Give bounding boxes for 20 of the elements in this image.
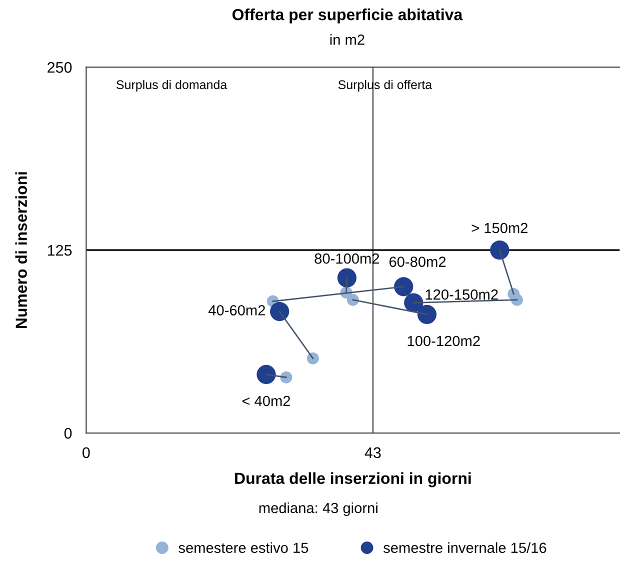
annotation: 100-120m2: [408, 336, 480, 346]
chart-title: Offerta per superficie abitativa: [232, 8, 463, 24]
y-tick-label: 125: [48, 244, 72, 256]
annotation: > 150m2: [472, 222, 528, 234]
annotation: Surplus di offerta: [338, 80, 432, 92]
annotation: 80-100m2: [314, 253, 380, 264]
legend-label: semestere estivo 15: [178, 542, 308, 553]
annotation: 40-60m2: [208, 305, 265, 316]
legend-label: semestre invernale 15/16: [383, 542, 546, 553]
annotation: Surplus di domanda: [116, 80, 228, 92]
x-tick-label: 43: [364, 447, 381, 458]
text: mediana: 43 giorni: [259, 502, 378, 516]
x-axis-title: Durata delle inserzioni in giorni: [235, 472, 471, 488]
y-tick-label: 0: [64, 428, 72, 439]
annotation: 60-80m2: [389, 256, 446, 267]
y-tick-label: 250: [48, 62, 72, 73]
annotation: 120-150m2: [426, 289, 498, 300]
y-axis-title: Numero di inserzioni: [15, 172, 27, 328]
chart-subtitle: in m2: [330, 34, 364, 45]
annotation: < 40m2: [242, 396, 290, 406]
